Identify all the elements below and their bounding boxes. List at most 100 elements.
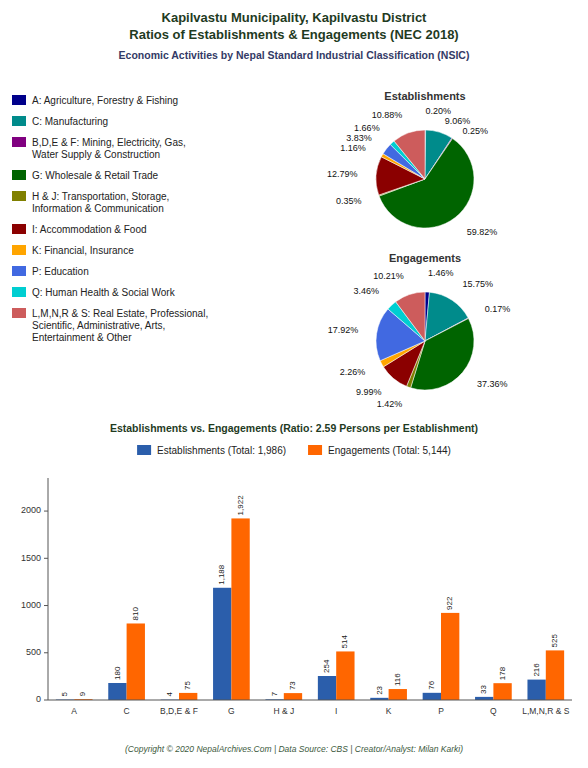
data-label: 525 bbox=[550, 634, 559, 648]
data-label: 1,188 bbox=[217, 564, 226, 585]
bar bbox=[318, 676, 336, 700]
bar bbox=[493, 683, 511, 700]
subtitle: Economic Activities by Nepal Standard In… bbox=[119, 49, 470, 61]
y-tick bbox=[44, 605, 48, 606]
data-label: 9 bbox=[78, 691, 87, 696]
data-label: 7 bbox=[270, 691, 279, 696]
legend: A: Agriculture, Forestry & FishingC: Man… bbox=[12, 95, 208, 343]
x-tick-label: G bbox=[228, 706, 235, 716]
chart-title: Establishments vs. Engagements (Ratio: 2… bbox=[110, 422, 478, 434]
data-label: 180 bbox=[113, 666, 122, 680]
data-label: 75 bbox=[183, 680, 192, 689]
legend-swatch bbox=[12, 224, 26, 234]
data-label: 10.21% bbox=[373, 271, 404, 281]
y-tick-label: 1500 bbox=[21, 553, 41, 563]
title: Kapilvastu Municipality, Kapilvastu Dist… bbox=[129, 10, 458, 42]
data-label: 9.99% bbox=[356, 387, 382, 397]
data-label: 59.82% bbox=[467, 227, 498, 237]
legend-swatch bbox=[12, 308, 26, 318]
legend-label-line: C: Manufacturing bbox=[32, 116, 108, 127]
data-label: 33 bbox=[479, 684, 488, 693]
data-label: 810 bbox=[131, 607, 140, 621]
legend-swatch bbox=[12, 116, 26, 126]
data-label: 76 bbox=[427, 680, 436, 689]
legend-label: Q: Human Health & Social Work bbox=[32, 287, 176, 298]
bar bbox=[179, 693, 197, 700]
legend-label: Engagements (Total: 5,144) bbox=[328, 445, 451, 456]
annotation: (Copyright © 2020 NepalArchives.Com | Da… bbox=[125, 744, 463, 754]
pie-slice bbox=[394, 130, 425, 179]
data-label: 12.79% bbox=[327, 169, 358, 179]
title-line: Ratios of Establishments & Engagements (… bbox=[129, 27, 458, 42]
bar bbox=[546, 650, 564, 700]
legend-label-line: L,M,N,R & S: Real Estate, Professional, bbox=[32, 308, 208, 319]
data-label: 23 bbox=[375, 685, 384, 694]
legend-label: Establishments (Total: 1,986) bbox=[157, 445, 286, 456]
data-label: 1.66% bbox=[354, 123, 380, 133]
data-label: 0.25% bbox=[463, 126, 489, 136]
data-label: 10.88% bbox=[372, 110, 403, 120]
data-label: 1,922 bbox=[236, 495, 245, 516]
x-tick-label: I bbox=[335, 706, 337, 716]
x-tick-label: L,M,N,R & S bbox=[522, 706, 570, 716]
y-tick-label: 1000 bbox=[21, 600, 41, 610]
legend-label-line: Scientific, Administrative, Arts, bbox=[32, 320, 165, 331]
data-label: 15.75% bbox=[462, 279, 493, 289]
x-tick-label: H & J bbox=[273, 706, 294, 716]
x-tick-label: Q bbox=[490, 706, 497, 716]
bar bbox=[127, 623, 145, 700]
data-label: 1.46% bbox=[428, 268, 454, 278]
legend-swatch bbox=[12, 191, 26, 201]
pie-title: Establishments bbox=[384, 90, 465, 102]
data-label: 9.06% bbox=[445, 116, 471, 126]
x-tick-label: C bbox=[124, 706, 130, 716]
bar bbox=[284, 693, 302, 700]
legend-swatch bbox=[137, 445, 151, 455]
legend-label-line: Entertainment & Other bbox=[32, 332, 132, 343]
data-label: 1.42% bbox=[377, 399, 403, 409]
y-tick bbox=[44, 558, 48, 559]
data-label: 4 bbox=[165, 692, 174, 697]
data-label: 254 bbox=[322, 659, 331, 673]
y-tick-label: 2000 bbox=[21, 505, 41, 515]
pie-title: Engagements bbox=[389, 252, 461, 264]
legend-label: P: Education bbox=[32, 266, 89, 277]
data-labels: 518041,18872542376332169810751,922735141… bbox=[60, 495, 559, 697]
legend-swatch bbox=[12, 170, 26, 180]
background bbox=[0, 0, 588, 768]
data-label: 37.36% bbox=[477, 379, 508, 389]
legend-label: G: Wholesale & Retail Trade bbox=[32, 170, 159, 181]
data-label: 0.20% bbox=[425, 106, 451, 116]
pie: Engagements1.46%15.75%0.17%37.36%1.42%9.… bbox=[328, 252, 511, 409]
bar bbox=[389, 689, 407, 700]
bar bbox=[336, 651, 354, 700]
y-tick bbox=[44, 652, 48, 653]
legend-label-line: P: Education bbox=[32, 266, 89, 277]
data-label: 3.46% bbox=[353, 286, 379, 296]
x-axis bbox=[48, 700, 572, 701]
data-label: 922 bbox=[445, 596, 454, 610]
figure: Kapilvastu Municipality, Kapilvastu Dist… bbox=[0, 0, 588, 768]
y-tick-label: 500 bbox=[26, 647, 41, 657]
bar bbox=[231, 518, 249, 700]
legend-label-line: I: Accommodation & Food bbox=[32, 224, 147, 235]
legend-label: C: Manufacturing bbox=[32, 116, 108, 127]
data-label: 5 bbox=[60, 692, 69, 697]
data-label: 2.26% bbox=[340, 367, 366, 377]
bar bbox=[441, 613, 459, 700]
data-label: 216 bbox=[532, 663, 541, 677]
legend-label-line: Water Supply & Construction bbox=[32, 149, 160, 160]
legend-label-line: B,D,E & F: Mining, Electricity, Gas, bbox=[32, 137, 186, 148]
legend-swatch bbox=[12, 245, 26, 255]
legend-label-line: Information & Communication bbox=[32, 203, 164, 214]
legend-label-line: K: Financial, Insurance bbox=[32, 245, 134, 256]
data-label: 1.16% bbox=[340, 143, 366, 153]
x-tick-label: P bbox=[438, 706, 444, 716]
data-label: 3.83% bbox=[346, 133, 372, 143]
legend-label-line: Q: Human Health & Social Work bbox=[32, 287, 176, 298]
bar-chart: Establishments vs. Engagements (Ratio: 2… bbox=[21, 422, 572, 716]
legend-swatch bbox=[12, 137, 26, 147]
legend: Establishments (Total: 1,986) Engagements… bbox=[137, 445, 451, 456]
bar bbox=[527, 680, 545, 700]
y-tick bbox=[44, 511, 48, 512]
